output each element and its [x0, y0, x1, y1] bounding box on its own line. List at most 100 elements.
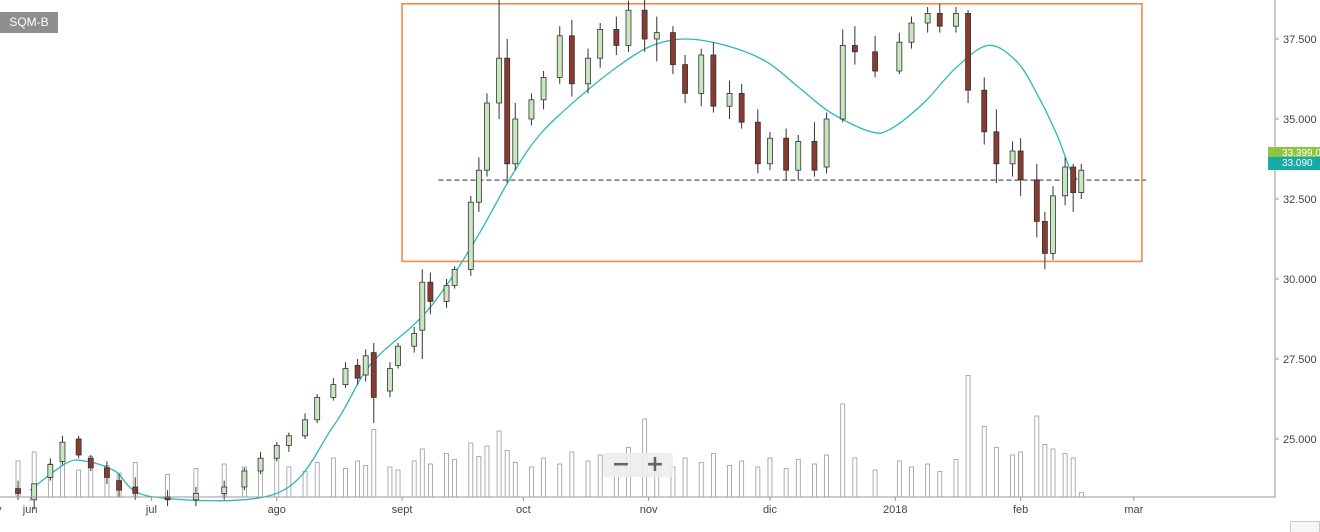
candle-body	[965, 12, 971, 91]
candle	[710, 42, 717, 113]
candle	[47, 458, 54, 481]
y-tick-label: 27.500	[1283, 354, 1317, 366]
candle-body	[953, 12, 959, 27]
candlesticks	[15, 0, 1085, 510]
candle	[314, 394, 321, 423]
candle	[484, 93, 490, 177]
y-tick-label: 35.000	[1283, 114, 1317, 126]
moving-average	[29, 38, 1078, 502]
volume-bar	[840, 403, 846, 498]
scroll-handle[interactable]	[1290, 521, 1320, 532]
volume-bar	[682, 457, 688, 498]
volume-bar	[363, 465, 369, 498]
candle-body	[653, 32, 660, 40]
axes: 37.500 35.000 32.500 30.000 27.500 25.000 jun j…	[0, 0, 1317, 516]
volume-bar	[925, 463, 931, 498]
candle-body	[682, 64, 688, 94]
candle	[354, 359, 361, 385]
candle	[597, 23, 604, 68]
volume-bar	[468, 442, 474, 498]
last-price-tag: 33.399,0	[1268, 147, 1320, 160]
candle-body	[872, 51, 878, 72]
candle-body	[625, 9, 632, 46]
volume-bar	[427, 463, 433, 498]
candle-body	[241, 470, 248, 488]
volume-bar	[476, 456, 482, 498]
volume-bars	[15, 375, 1084, 498]
candle-body	[839, 45, 846, 120]
candle-body	[641, 9, 648, 40]
volume-bar	[496, 430, 502, 498]
candle	[754, 109, 761, 174]
volume-bar	[1062, 453, 1068, 498]
volume-bar	[1070, 457, 1076, 498]
volume-bar	[585, 460, 591, 498]
volume-bar	[739, 460, 745, 498]
candle-body	[908, 22, 915, 43]
volume-bar	[710, 453, 716, 498]
zoom-out-button[interactable]: −	[611, 452, 631, 477]
candle	[872, 35, 878, 78]
candle-body	[314, 396, 321, 421]
candle	[625, 0, 632, 52]
candle	[370, 343, 377, 423]
candle	[698, 48, 705, 107]
candle	[924, 7, 931, 33]
candle-body	[710, 54, 717, 107]
candle-body	[285, 435, 292, 446]
volume-bar	[355, 460, 361, 498]
volume-bar	[1078, 492, 1084, 498]
candle-body	[467, 201, 474, 270]
candle-body	[613, 28, 620, 46]
x-tick-label: sept	[392, 504, 413, 516]
candle-body	[698, 54, 705, 94]
candle-body	[132, 486, 139, 494]
average-price-tag: 33.090	[1268, 157, 1320, 170]
volume-bar	[302, 471, 308, 498]
candle-body	[257, 457, 264, 472]
volume-bar	[419, 448, 425, 498]
candle	[795, 135, 802, 180]
candle-body	[738, 93, 745, 123]
volume-bar	[504, 450, 510, 498]
candle-body	[767, 137, 773, 165]
candle-body	[1009, 150, 1016, 165]
candle	[953, 7, 959, 33]
candle-body	[754, 121, 761, 165]
x-tick-label: 2018	[883, 504, 907, 516]
zoom-controls: − +	[603, 453, 673, 477]
candle-body	[15, 488, 21, 494]
candle-body	[31, 483, 38, 501]
zoom-in-button[interactable]: +	[645, 452, 665, 477]
candle-body	[851, 45, 858, 53]
x-tick-label: y	[0, 504, 2, 516]
volume-bar	[395, 469, 401, 498]
candle	[993, 109, 1000, 183]
symbol-badge: SQM-B	[0, 12, 58, 33]
volume-bar	[452, 459, 458, 498]
candle-body	[1062, 166, 1068, 197]
candle-body	[823, 118, 830, 168]
candle-body	[1078, 169, 1085, 193]
candle-body	[104, 467, 110, 478]
candle-body	[670, 32, 676, 65]
candle-body	[981, 89, 988, 133]
candle	[504, 39, 511, 183]
volume-bar	[698, 462, 704, 498]
candle	[965, 10, 971, 103]
volume-bar	[444, 453, 449, 498]
candle-body	[370, 352, 377, 398]
volume-bar	[314, 462, 320, 498]
volume-bar	[795, 459, 801, 498]
candle-body	[395, 345, 401, 366]
candle-body	[47, 464, 54, 478]
candle	[613, 16, 620, 55]
y-tick-label: 32.500	[1283, 194, 1317, 206]
candle-body	[504, 57, 511, 165]
candle-body	[451, 268, 458, 286]
candle-body	[484, 102, 490, 171]
candle-body	[924, 12, 931, 24]
x-tick-label: ago	[268, 504, 286, 516]
candle	[395, 343, 401, 369]
